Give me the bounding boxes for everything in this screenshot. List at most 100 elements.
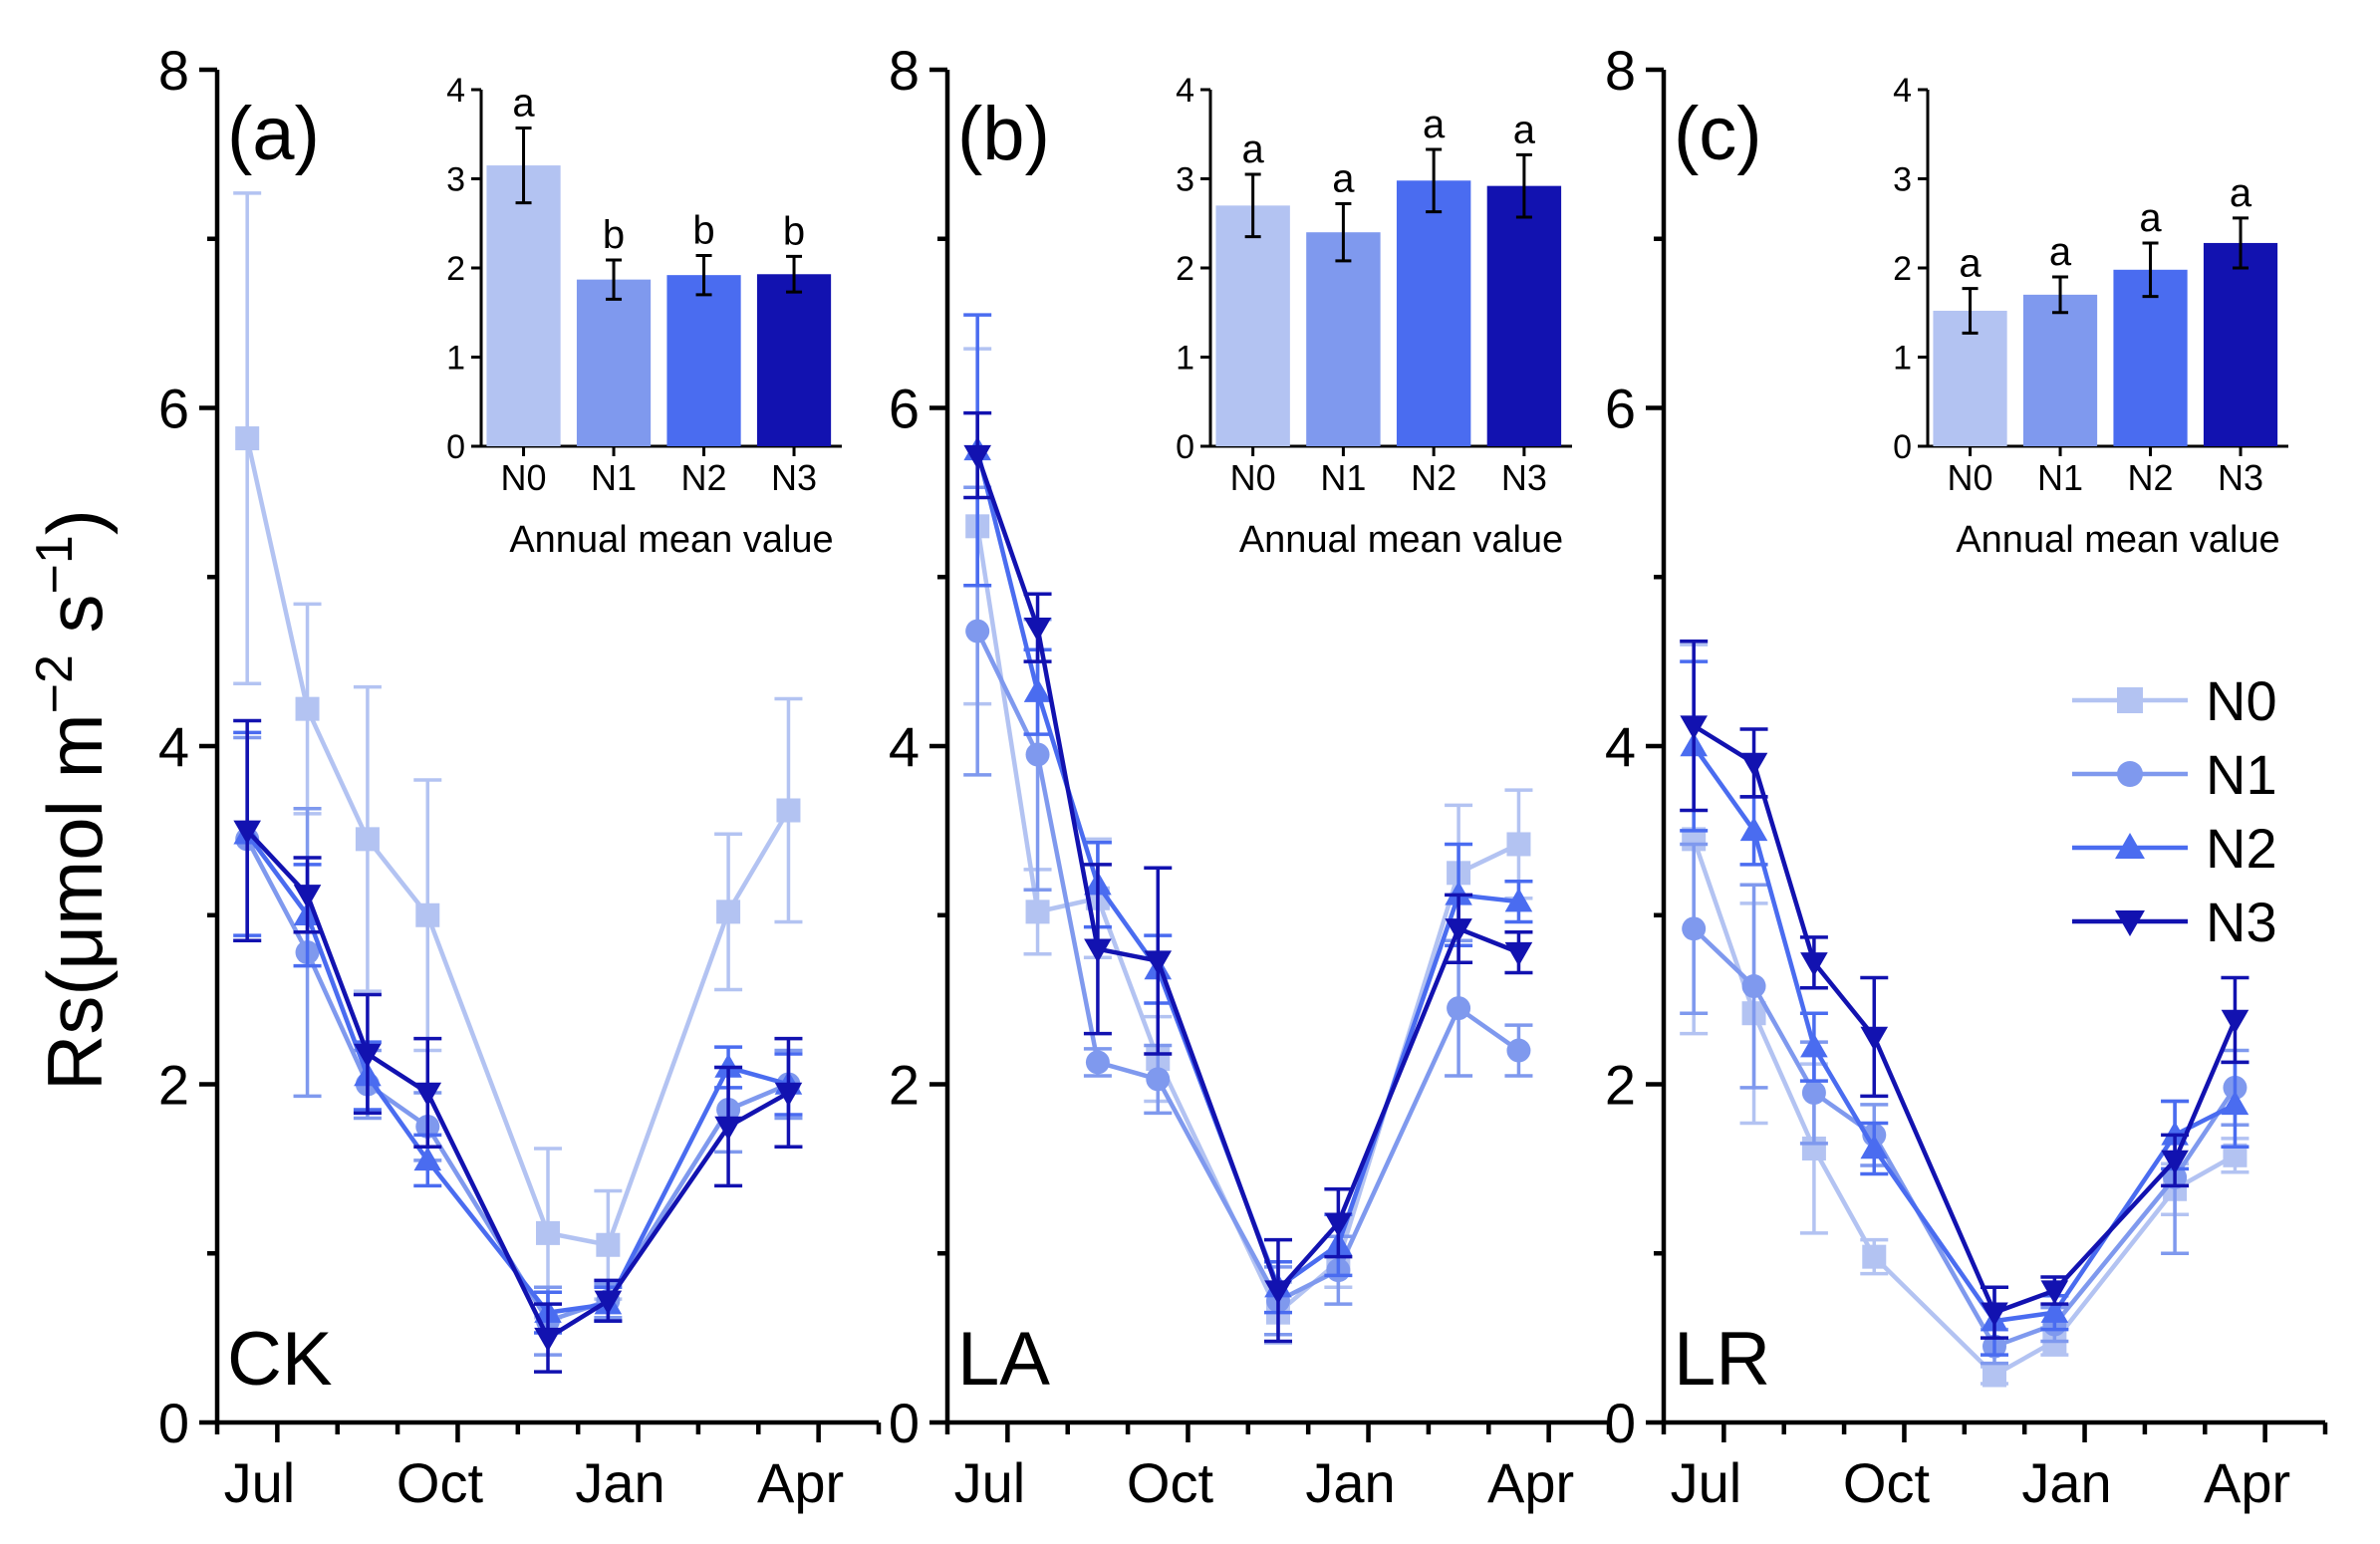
inset-y-tick-label: 3	[1893, 161, 1912, 199]
legend-marker-N0	[2117, 687, 2143, 713]
legend-item-N2: N2	[2072, 817, 2277, 880]
inset-x-tick-label: N1	[591, 457, 637, 498]
series-line-N0	[974, 525, 1520, 1317]
x-tick-label: Jan	[575, 1451, 664, 1514]
data-point-N1	[965, 619, 990, 643]
y-tick-label: 4	[889, 715, 920, 778]
inset-bar-N1	[2022, 294, 2098, 446]
inset-bar-N2	[2113, 269, 2188, 446]
data-point-N0	[235, 426, 260, 451]
data-point-N3	[1800, 952, 1828, 977]
data-point-N2	[2040, 1298, 2069, 1323]
data-point-N0	[1983, 1363, 2006, 1388]
inset-significance-letter: a	[1332, 157, 1355, 201]
data-point-N3	[1264, 1280, 1292, 1305]
data-point-N0	[776, 798, 801, 823]
y-tick-label: 0	[889, 1392, 920, 1454]
data-point-N3	[534, 1327, 562, 1352]
series-line-N2	[245, 832, 790, 1316]
inset-y-tick-label: 4	[1176, 72, 1194, 110]
series-N2	[233, 730, 803, 1335]
inset-y-tick-label: 2	[1176, 250, 1194, 288]
series-line-N1	[1692, 926, 2238, 1350]
inset-x-tick-label: N2	[1411, 457, 1456, 498]
panel-label: (b)	[957, 92, 1050, 176]
panel-b: 0 2 4 6 8 Jul Oct Jan Apr (b) LA 0 1 2 3 4 a N0 a N1 a N2 a N3 A…	[889, 39, 1612, 1514]
x-tick-label: Apr	[2204, 1451, 2290, 1514]
panel-c: 0 2 4 6 8 Jul Oct Jan Apr (c) LR 0 1 2 3 4 a N0 a N1 a N2 a N3 A…	[1605, 39, 2328, 1514]
data-point-N3	[413, 1082, 442, 1107]
legend-label: N1	[2206, 743, 2277, 806]
data-point-N2	[1800, 1033, 1828, 1058]
y-tick-label: 0	[158, 1392, 189, 1454]
inset-x-tick-label: N1	[2037, 457, 2083, 498]
data-point-N2	[413, 1147, 442, 1171]
inset-x-tick-label: N2	[681, 457, 727, 498]
inset-bar-N2	[666, 275, 741, 446]
data-point-N0	[536, 1220, 560, 1245]
series-N3	[1680, 640, 2249, 1340]
y-tick-label: 4	[158, 715, 189, 778]
data-point-N3	[2040, 1280, 2069, 1305]
inset-x-tick-label: N2	[2128, 457, 2174, 498]
y-axis-title-main: Rs(μmol m	[31, 713, 119, 1091]
y-axis-title-text: Rs(μmol m−2 s−1)	[26, 509, 119, 1091]
inset-x-tick-label: N0	[1948, 457, 1993, 498]
inset-x-axis-title: Annual mean value	[1956, 519, 2279, 561]
inset-y-tick-label: 4	[446, 72, 465, 110]
legend-item-N1: N1	[2072, 743, 2277, 806]
data-point-N2	[1504, 888, 1533, 912]
legend-label: N3	[2206, 891, 2277, 953]
series-line-N2	[1692, 744, 2237, 1324]
inset-bar-N0	[486, 165, 561, 446]
inset-y-tick-label: 3	[1176, 161, 1194, 199]
data-point-N3	[1739, 752, 1768, 777]
inset-y-tick-label: 2	[1893, 250, 1912, 288]
inset-x-axis-title: Annual mean value	[1239, 519, 1563, 561]
inset-bar-N3	[1486, 185, 1562, 446]
inset-significance-letter: a	[1959, 242, 1982, 286]
data-point-N2	[1023, 677, 1052, 702]
data-point-N3	[1445, 918, 1472, 943]
y-tick-label: 2	[1605, 1054, 1636, 1117]
inset-x-axis-title: Annual mean value	[509, 519, 833, 561]
y-tick-label: 8	[1605, 39, 1636, 102]
y-axis-title-sup2: −1	[26, 535, 84, 594]
x-tick-label: Jan	[2021, 1451, 2111, 1514]
y-tick-label: 2	[889, 1054, 920, 1117]
legend-label: N2	[2206, 817, 2277, 880]
inset-y-tick-label: 4	[1893, 72, 1912, 110]
inset-y-tick-label: 1	[1893, 340, 1912, 378]
inset-x-tick-label: N0	[501, 457, 547, 498]
inset-significance-letter: a	[2230, 171, 2252, 215]
inset-significance-letter: a	[2139, 196, 2162, 240]
data-point-N2	[1739, 817, 1768, 842]
inset-x-tick-label: N3	[2218, 457, 2263, 498]
inset-significance-letter: b	[692, 208, 714, 252]
inset-x-tick-label: N3	[1501, 457, 1547, 498]
data-point-N3	[354, 1043, 382, 1068]
series-line-N0	[1692, 838, 2237, 1379]
data-point-N0	[415, 902, 440, 927]
data-point-N1	[1741, 974, 1766, 999]
inset-significance-letter: a	[512, 81, 535, 125]
data-point-N3	[1680, 715, 1708, 740]
y-tick-label: 6	[1605, 378, 1636, 440]
panel-label: (c)	[1674, 92, 1762, 176]
legend-marker-N3	[2115, 909, 2145, 936]
x-tick-label: Apr	[1487, 1451, 1574, 1514]
x-tick-label: Jul	[954, 1451, 1026, 1514]
x-tick-label: Oct	[1843, 1451, 1931, 1514]
data-point-N3	[1860, 1026, 1889, 1051]
y-tick-label: 0	[1605, 1392, 1636, 1454]
data-point-N0	[1025, 900, 1050, 924]
data-point-N1	[1682, 916, 1707, 941]
site-label: CK	[227, 1317, 333, 1402]
inset-significance-letter: a	[1423, 103, 1446, 146]
data-point-N3	[1144, 950, 1173, 975]
inset-bar-chart: 0 1 2 3 4 a N0 a N1 a N2 a N3 Annual mean value	[1893, 72, 2288, 561]
x-tick-label: Apr	[757, 1451, 844, 1514]
inset-significance-letter: a	[1242, 128, 1265, 171]
inset-bar-N0	[1215, 205, 1290, 446]
